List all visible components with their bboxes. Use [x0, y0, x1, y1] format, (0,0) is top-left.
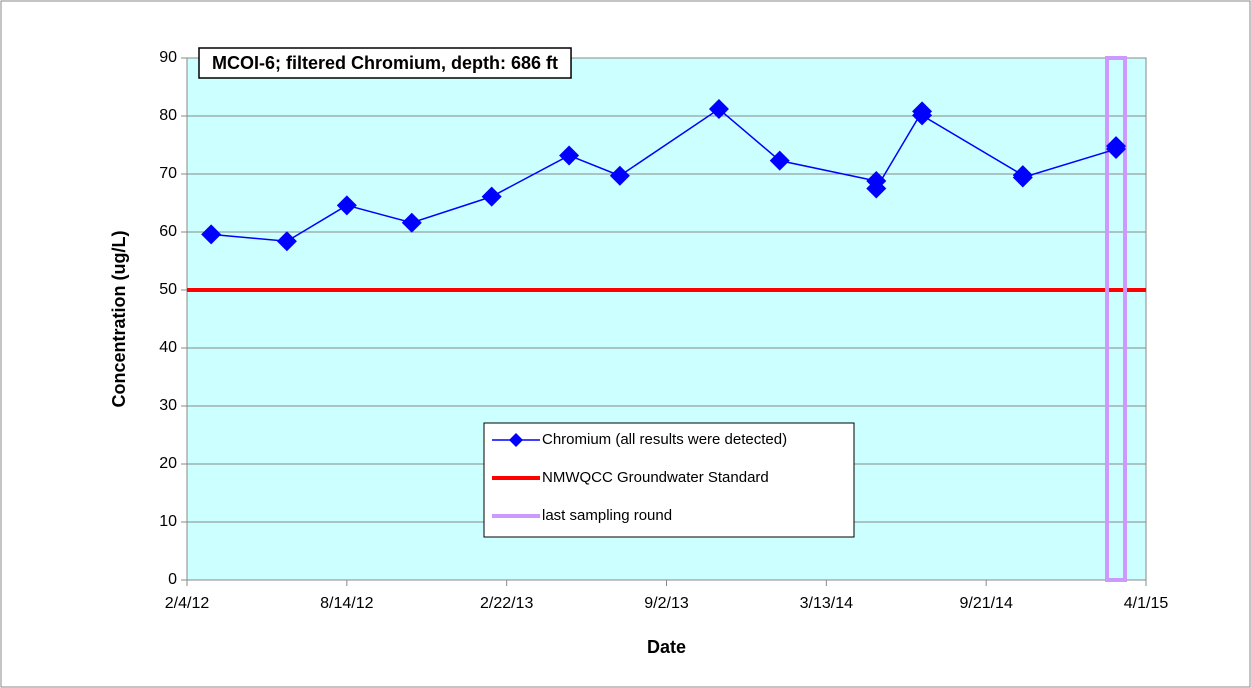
data-point — [1106, 136, 1127, 157]
y-tick-label: 50 — [159, 281, 177, 298]
y-tick-label: 0 — [168, 571, 177, 588]
y-tick-label: 20 — [159, 455, 177, 472]
y-tick-label: 90 — [159, 49, 177, 66]
y-tick-label: 30 — [159, 397, 177, 414]
legend-label: Chromium (all results were detected) — [542, 431, 787, 448]
data-point — [866, 178, 887, 199]
x-axis-label: Date — [647, 637, 686, 657]
data-point — [708, 99, 729, 120]
x-tick-label: 3/13/14 — [800, 595, 853, 612]
y-tick-label: 60 — [159, 223, 177, 240]
y-axis-label: Concentration (ug/L) — [109, 231, 129, 408]
x-tick-label: 2/22/13 — [480, 595, 533, 612]
data-point — [769, 150, 790, 171]
x-tick-label: 2/4/12 — [165, 595, 210, 612]
data-point — [401, 212, 422, 233]
data-point — [609, 165, 630, 186]
data-point — [559, 145, 580, 166]
data-point — [912, 105, 933, 126]
data-point — [276, 231, 297, 252]
legend-box — [483, 422, 855, 538]
y-tick-label: 70 — [159, 165, 177, 182]
x-tick-label: 9/21/14 — [959, 595, 1012, 612]
data-point — [201, 224, 222, 245]
last-sampling-bar — [1105, 56, 1128, 582]
x-tick-label: 8/14/12 — [320, 595, 373, 612]
legend-label: last sampling round — [542, 507, 672, 524]
y-tick-label: 40 — [159, 339, 177, 356]
data-point — [336, 195, 357, 216]
x-tick-label: 4/1/15 — [1124, 595, 1169, 612]
legend-swatch — [509, 433, 523, 447]
y-tick-label: 10 — [159, 513, 177, 530]
data-point — [481, 186, 502, 207]
y-tick-label: 80 — [159, 107, 177, 124]
legend-label: NMWQCC Groundwater Standard — [542, 469, 769, 486]
data-point — [1012, 167, 1033, 188]
title-box — [198, 47, 572, 79]
chart-title: MCOI-6; filtered Chromium, depth: 686 ft — [212, 53, 558, 73]
x-tick-label: 9/2/13 — [644, 595, 689, 612]
